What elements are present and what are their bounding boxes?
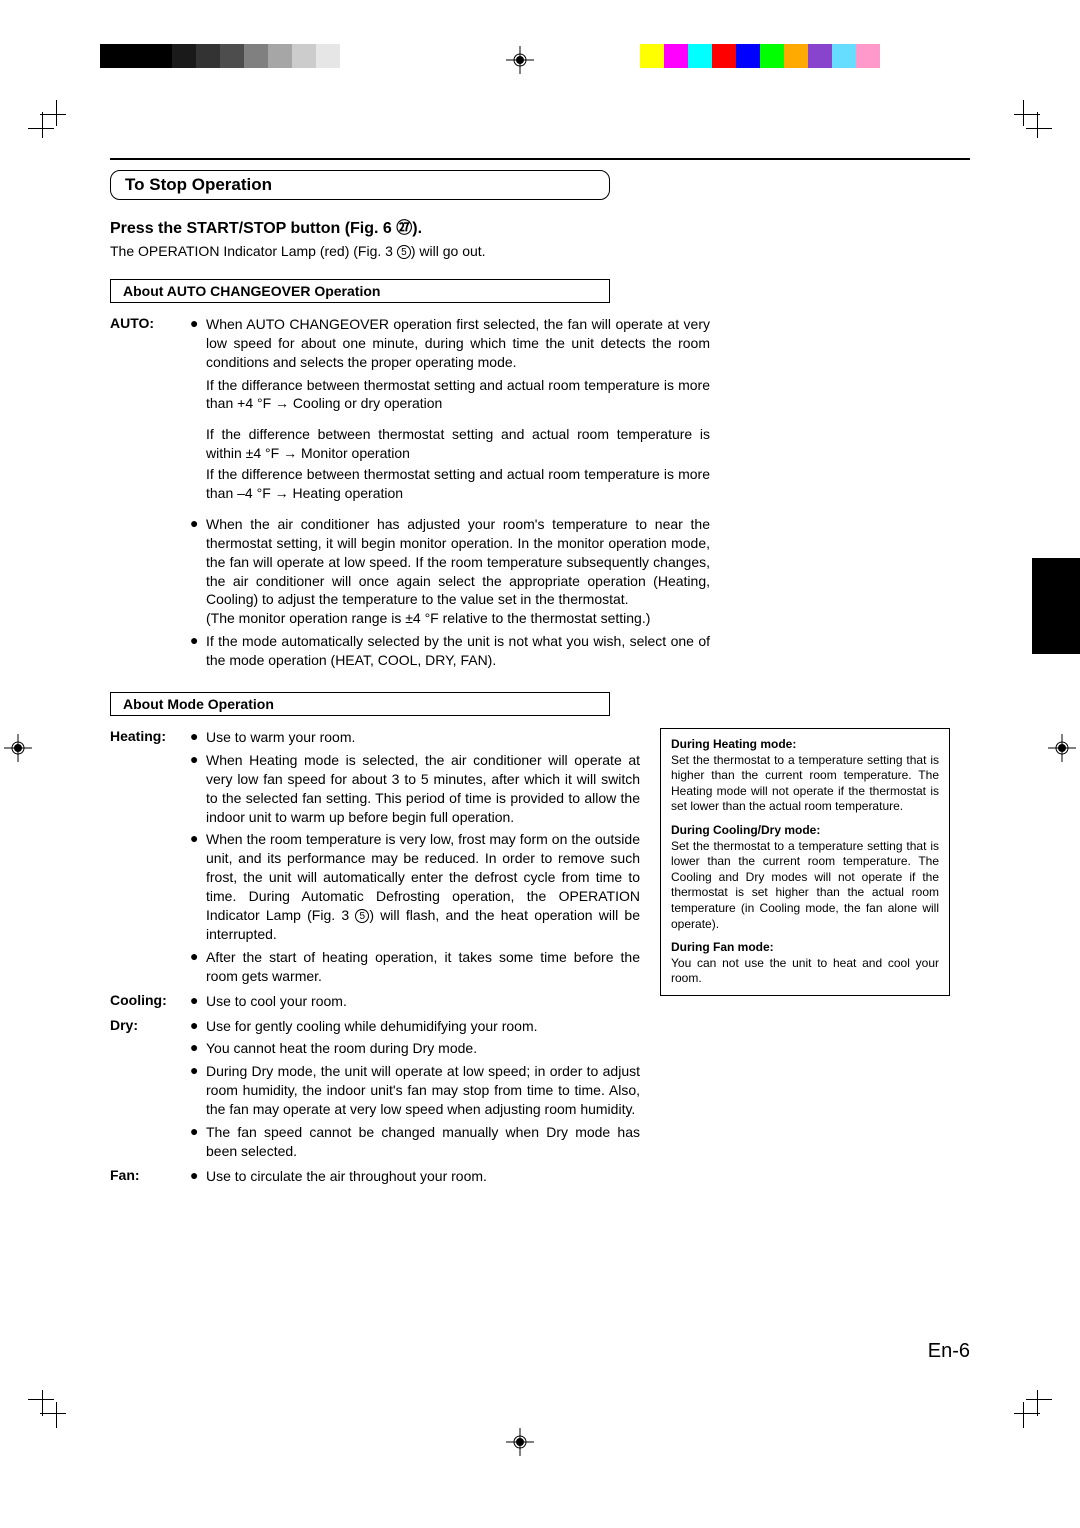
dry-bullet-4: The fan speed cannot be changed manually… — [206, 1123, 640, 1161]
text-fragment: ) will go out. — [411, 243, 486, 259]
auto-label: AUTO: — [110, 315, 190, 674]
auto-bullet-3: If the mode automatically selected by th… — [206, 632, 710, 670]
auto-bullet-2: When the air conditioner has adjusted yo… — [206, 515, 710, 628]
cooling-label: Cooling: — [110, 992, 190, 1015]
auto-content: ●When AUTO CHANGEOVER operation first se… — [190, 315, 710, 674]
page-number: En-6 — [928, 1340, 970, 1363]
auto-para-1: If the differance between thermostat set… — [190, 376, 710, 414]
mode-operation-columns: Heating: ●Use to warm your room. ●When H… — [110, 728, 970, 1190]
mode-notes-box: During Heating mode: Set the thermostat … — [660, 728, 950, 996]
section-title-mode-operation: About Mode Operation — [110, 692, 610, 716]
side-text-cooling: Set the thermostat to a temperature sett… — [671, 839, 939, 933]
fan-label: Fan: — [110, 1167, 190, 1190]
fan-content: ●Use to circulate the air throughout you… — [190, 1167, 640, 1190]
page-tab-marker — [1032, 558, 1080, 654]
heating-content: ●Use to warm your room. ●When Heating mo… — [190, 728, 640, 990]
registration-mark-icon — [1048, 734, 1076, 762]
auto-section: AUTO: ●When AUTO CHANGEOVER operation fi… — [110, 315, 970, 674]
dry-bullet-3: During Dry mode, the unit will operate a… — [206, 1062, 640, 1119]
heating-bullet-1: Use to warm your room. — [206, 728, 640, 747]
top-rule — [110, 158, 970, 160]
press-start-stop-heading: Press the START/STOP button (Fig. 6 ㉗). — [110, 214, 970, 238]
side-title-fan: During Fan mode: — [671, 940, 939, 956]
text-fragment: When the air conditioner has adjusted yo… — [206, 516, 710, 608]
dry-label: Dry: — [110, 1017, 190, 1165]
heating-bullet-4: After the start of heating operation, it… — [206, 948, 640, 986]
circled-number-icon: 5 — [355, 909, 369, 923]
heating-bullet-2: When Heating mode is selected, the air c… — [206, 751, 640, 827]
side-title-heating: During Heating mode: — [671, 737, 939, 753]
cooling-content: ●Use to cool your room. — [190, 992, 640, 1015]
circled-number-icon: 5 — [397, 245, 411, 259]
dry-bullet-1: Use for gently cooling while dehumidifyi… — [206, 1017, 640, 1036]
auto-para-2a: If the difference between thermostat set… — [190, 425, 710, 463]
page-content: To Stop Operation Press the START/STOP b… — [110, 158, 970, 1190]
auto-bullet-1: When AUTO CHANGEOVER operation first sel… — [206, 315, 710, 372]
cooling-bullet-1: Use to cool your room. — [206, 992, 640, 1011]
text-fragment: The OPERATION Indicator Lamp (red) (Fig.… — [110, 243, 397, 259]
registration-mark-icon — [506, 1428, 534, 1456]
auto-para-2b: If the difference between thermostat set… — [190, 465, 710, 503]
dry-bullet-2: You cannot heat the room during Dry mode… — [206, 1039, 640, 1058]
printer-grayscale-swatches — [100, 44, 340, 68]
fan-bullet-1: Use to circulate the air throughout your… — [206, 1167, 640, 1186]
registration-mark-icon — [506, 46, 534, 74]
section-title-stop-operation: To Stop Operation — [110, 170, 610, 200]
printer-color-swatches — [640, 44, 880, 68]
text-fragment: (The monitor operation range is ±4 °F re… — [206, 610, 650, 626]
indicator-lamp-text: The OPERATION Indicator Lamp (red) (Fig.… — [110, 242, 970, 261]
side-text-fan: You can not use the unit to heat and coo… — [671, 956, 939, 987]
dry-content: ●Use for gently cooling while dehumidify… — [190, 1017, 640, 1165]
side-title-cooling: During Cooling/Dry mode: — [671, 823, 939, 839]
mode-left-column: Heating: ●Use to warm your room. ●When H… — [110, 728, 640, 1190]
heating-bullet-3: When the room temperature is very low, f… — [206, 830, 640, 943]
section-title-auto-changeover: About AUTO CHANGEOVER Operation — [110, 279, 610, 303]
side-text-heating: Set the thermostat to a temperature sett… — [671, 753, 939, 815]
registration-mark-icon — [4, 734, 32, 762]
heating-label: Heating: — [110, 728, 190, 990]
